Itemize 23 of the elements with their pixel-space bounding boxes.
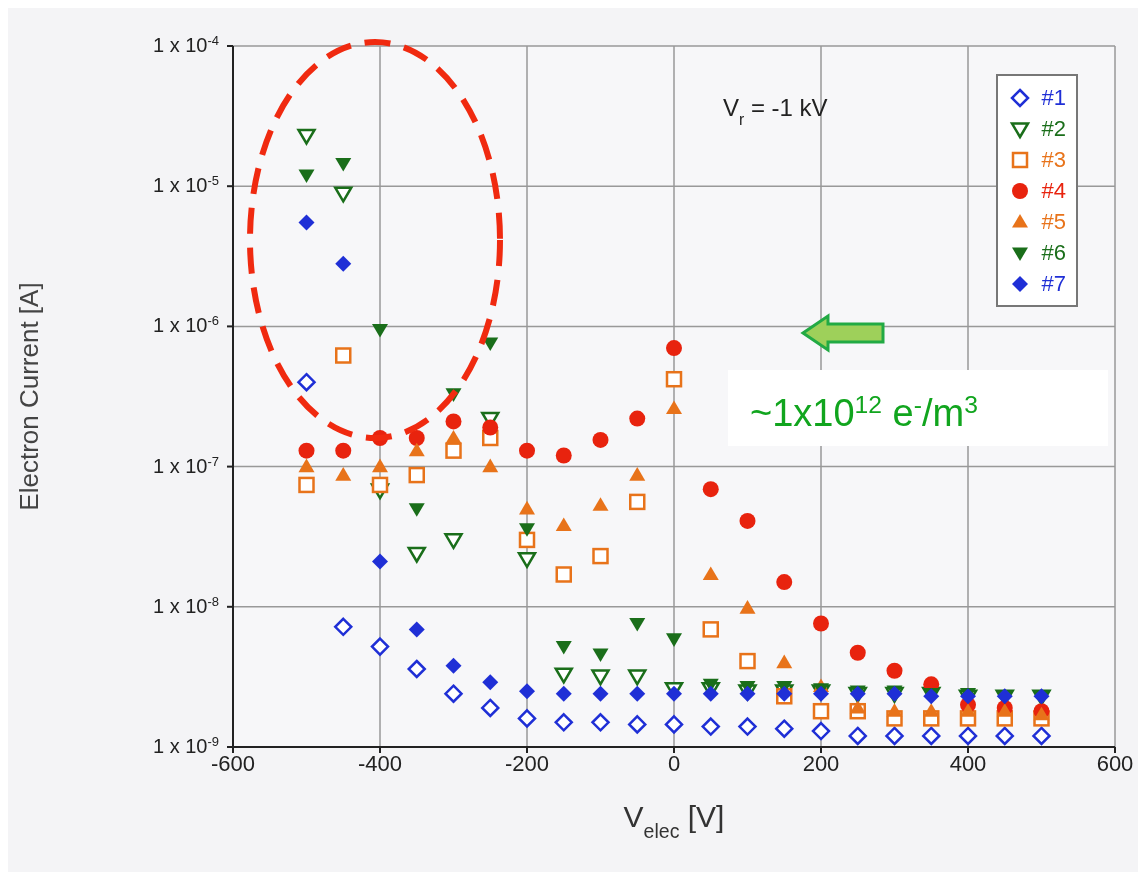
annotation: V$_{r}$ = -1 kV — [723, 94, 828, 128]
x-axis-title: V$_{elec}$ [V] — [623, 800, 725, 842]
x-tick-label: -400 — [357, 750, 403, 776]
y-tick-label: 1 x 10$^{-5}$ — [152, 172, 219, 197]
y-tick-label: 1 x 10$^{-6}$ — [152, 312, 219, 337]
legend-label: #3 — [1041, 146, 1066, 173]
x-tick-label: 600 — [1096, 750, 1134, 776]
legend-label: #5 — [1041, 208, 1066, 235]
y-tick-label: 1 x 10$^{-4}$ — [152, 32, 219, 56]
legend-label: #7 — [1041, 270, 1066, 297]
x-tick-label: 400 — [949, 750, 987, 776]
legend-label: #4 — [1041, 177, 1066, 204]
y-axis-title: Electron Current [A] — [14, 282, 44, 511]
x-tick-label: 0 — [667, 750, 681, 776]
x-tick-label: 200 — [802, 750, 840, 776]
legend-label: #6 — [1041, 239, 1066, 266]
text-box: ~1x10$^{12}$ e$^{-}$/m$^{3}$ — [728, 370, 1108, 446]
legend-label: #2 — [1041, 115, 1066, 142]
y-tick-label: 1 x 10$^{-8}$ — [152, 593, 219, 617]
x-tick-label: -200 — [504, 750, 550, 776]
annotation: ~1x10$^{12}$ e$^{-}$/m$^{3}$ — [750, 390, 978, 434]
legend-label: #1 — [1041, 84, 1066, 111]
y-tick-label: 1 x 10$^{-7}$ — [152, 453, 219, 477]
